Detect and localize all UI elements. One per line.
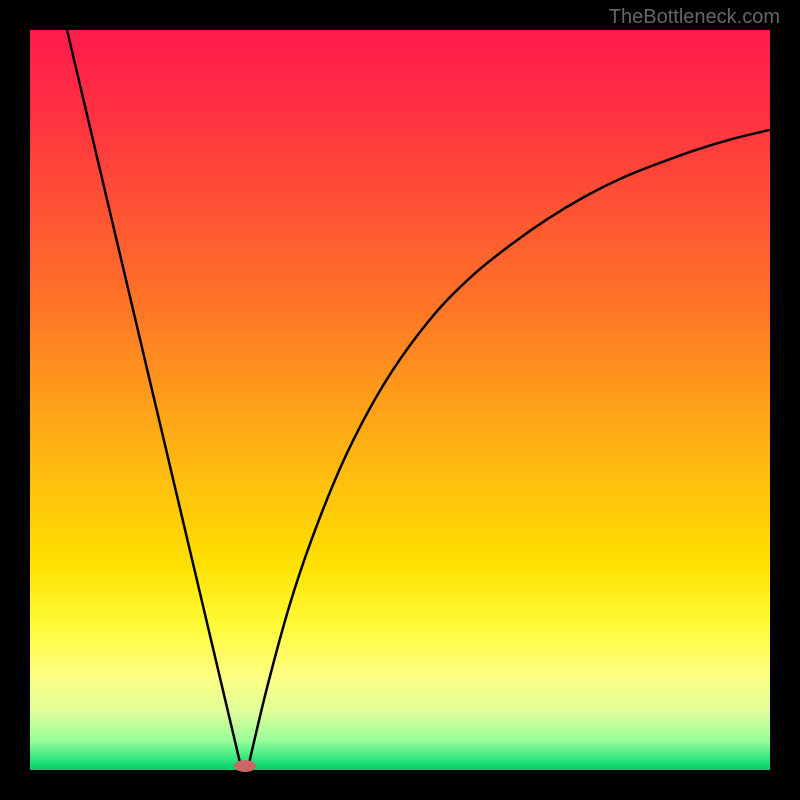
left-descending-line — [67, 30, 241, 766]
right-ascending-curve — [248, 130, 770, 766]
watermark-text: TheBottleneck.com — [609, 6, 780, 29]
plot-area — [30, 30, 770, 770]
curves-layer — [30, 30, 770, 770]
minimum-marker — [234, 760, 256, 772]
